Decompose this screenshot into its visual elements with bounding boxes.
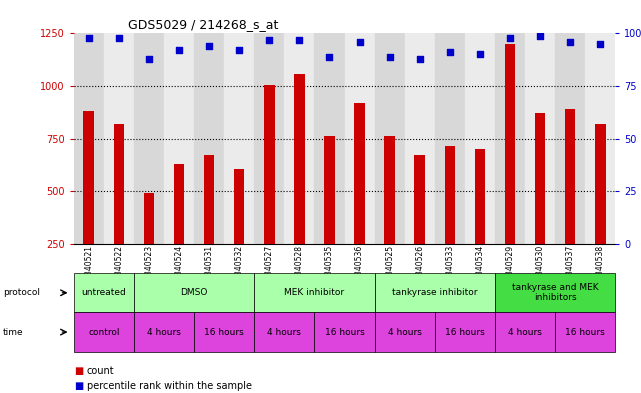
Bar bbox=[385, 136, 395, 296]
Bar bbox=[104, 33, 134, 244]
Text: 16 hours: 16 hours bbox=[445, 328, 485, 336]
Bar bbox=[174, 164, 185, 296]
Text: tankyrase inhibitor: tankyrase inhibitor bbox=[392, 288, 478, 297]
Text: time: time bbox=[3, 328, 24, 336]
Text: tankyrase and MEK
inhibitors: tankyrase and MEK inhibitors bbox=[512, 283, 599, 303]
Bar bbox=[475, 149, 485, 296]
Bar bbox=[445, 146, 455, 296]
Bar bbox=[565, 109, 576, 296]
Point bbox=[565, 39, 576, 45]
Text: GDS5029 / 214268_s_at: GDS5029 / 214268_s_at bbox=[128, 18, 279, 31]
Bar bbox=[134, 33, 164, 244]
Bar bbox=[254, 33, 285, 244]
Bar bbox=[164, 33, 194, 244]
Text: DMSO: DMSO bbox=[180, 288, 208, 297]
Bar bbox=[194, 33, 224, 244]
Point bbox=[415, 55, 425, 62]
Point bbox=[385, 53, 395, 60]
Point bbox=[354, 39, 365, 45]
Bar bbox=[294, 74, 304, 296]
Bar bbox=[435, 33, 465, 244]
Bar bbox=[495, 33, 525, 244]
Bar bbox=[595, 124, 606, 296]
Text: 4 hours: 4 hours bbox=[388, 328, 422, 336]
Bar bbox=[204, 155, 214, 296]
Text: percentile rank within the sample: percentile rank within the sample bbox=[87, 381, 251, 391]
Point bbox=[505, 35, 515, 41]
Text: ■: ■ bbox=[74, 366, 83, 376]
Text: MEK inhibitor: MEK inhibitor bbox=[285, 288, 344, 297]
Point bbox=[204, 43, 214, 49]
Text: 4 hours: 4 hours bbox=[267, 328, 301, 336]
Bar bbox=[224, 33, 254, 244]
Text: protocol: protocol bbox=[3, 288, 40, 297]
Text: 4 hours: 4 hours bbox=[508, 328, 542, 336]
Bar bbox=[234, 169, 244, 296]
Bar bbox=[585, 33, 615, 244]
Bar bbox=[144, 193, 154, 296]
Bar bbox=[404, 33, 435, 244]
Bar bbox=[555, 33, 585, 244]
Point bbox=[595, 41, 606, 47]
Text: ■: ■ bbox=[74, 381, 83, 391]
Point bbox=[475, 51, 485, 57]
Point bbox=[324, 53, 335, 60]
Bar bbox=[285, 33, 315, 244]
Bar bbox=[74, 33, 104, 244]
Point bbox=[264, 37, 274, 43]
Bar bbox=[354, 103, 365, 296]
Bar bbox=[504, 44, 515, 296]
Bar bbox=[415, 155, 425, 296]
Point bbox=[113, 35, 124, 41]
Bar bbox=[324, 136, 335, 296]
Bar bbox=[83, 111, 94, 296]
Text: 4 hours: 4 hours bbox=[147, 328, 181, 336]
Point bbox=[174, 47, 184, 53]
Point bbox=[535, 32, 545, 39]
Bar bbox=[113, 124, 124, 296]
Point bbox=[445, 49, 455, 55]
Bar bbox=[345, 33, 374, 244]
Point bbox=[83, 35, 94, 41]
Point bbox=[294, 37, 304, 43]
Text: untreated: untreated bbox=[81, 288, 126, 297]
Text: 16 hours: 16 hours bbox=[324, 328, 365, 336]
Bar bbox=[264, 85, 274, 296]
Bar bbox=[535, 113, 545, 296]
Bar bbox=[465, 33, 495, 244]
Bar bbox=[315, 33, 345, 244]
Bar bbox=[374, 33, 404, 244]
Point bbox=[144, 55, 154, 62]
Text: count: count bbox=[87, 366, 114, 376]
Text: 16 hours: 16 hours bbox=[565, 328, 605, 336]
Point bbox=[234, 47, 244, 53]
Text: 16 hours: 16 hours bbox=[204, 328, 244, 336]
Text: control: control bbox=[88, 328, 120, 336]
Bar bbox=[525, 33, 555, 244]
